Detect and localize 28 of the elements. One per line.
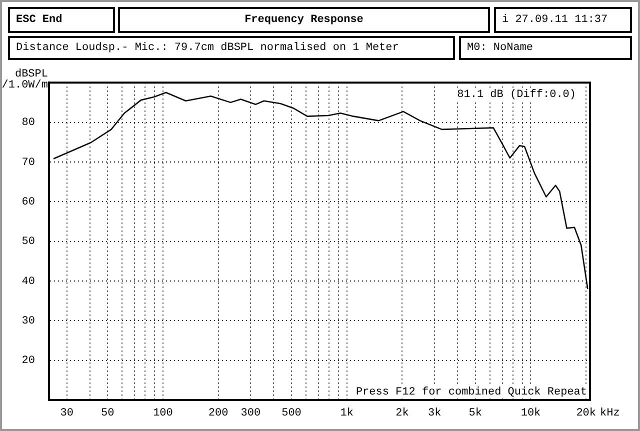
y-tick-label: 60 [22, 196, 35, 209]
x-tick-label: 300 [240, 408, 261, 420]
x-tick-label: 5k [468, 408, 482, 420]
x-tick-label: 10k [520, 408, 542, 420]
x-tick-label: 500 [282, 408, 302, 420]
chart-title: Frequency Response [118, 7, 490, 33]
text: ESC End [8, 7, 115, 33]
x-axis-title: kHz [600, 407, 620, 420]
annotation: Press F12 for combined Quick Repeat [356, 386, 587, 398]
y-tick-label: 50 [22, 236, 35, 248]
y-tick-label: 70 [22, 156, 35, 169]
annotation: 81.1 dB (Diff:0.0) [457, 89, 576, 102]
chart-subtitle: Distance Loudsp.- Mic.: 79.7cm dBSPL normalised on 1 Meter [8, 36, 455, 60]
text: M0: NoName [459, 36, 632, 60]
y-tick-label: 20 [22, 355, 35, 368]
x-tick-label: 50 [101, 408, 114, 420]
x-tick-label: 30 [60, 408, 74, 420]
x-tick-label: 20k [576, 408, 596, 420]
y-tick-label: 30 [22, 316, 35, 328]
x-tick-label: 2k [396, 408, 410, 420]
y-tick-label: 40 [22, 276, 35, 288]
x-tick-label: 100 [153, 408, 173, 420]
y-axis-title: dBSPL /1.0W/m [2, 68, 48, 92]
x-tick-label: 3k [428, 408, 442, 420]
text: i 27.09.11 11:37 [494, 7, 632, 33]
x-tick-label: 200 [208, 408, 228, 420]
x-tick-label: 1k [340, 408, 354, 420]
y-tick-label: 80 [22, 117, 35, 130]
